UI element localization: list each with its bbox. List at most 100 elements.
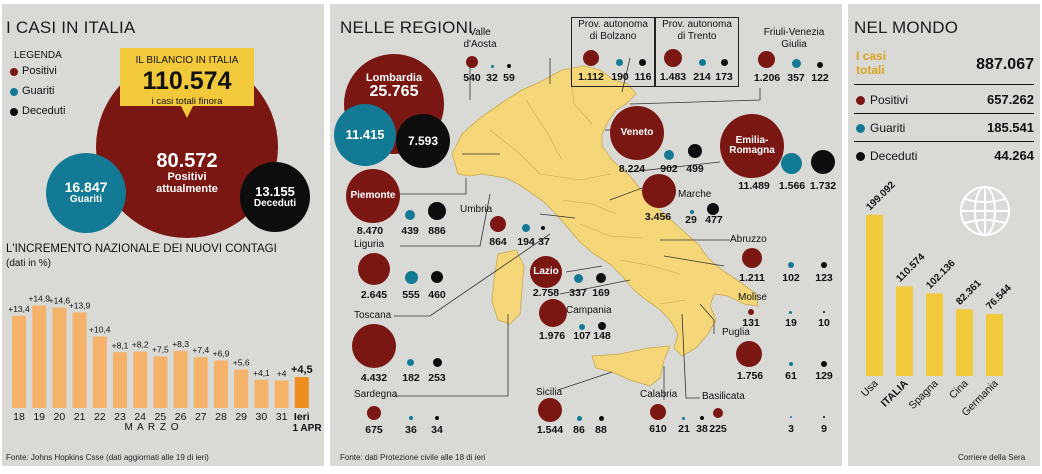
italy-map	[394, 57, 761, 400]
world-positivi-label: Positivi	[870, 93, 909, 107]
border-8	[659, 299, 687, 305]
world-category-label: ITALIA	[879, 377, 911, 409]
border-5	[561, 199, 617, 215]
world-guariti-dot	[856, 124, 865, 133]
border-6	[579, 223, 643, 239]
molise-positivi-dot	[748, 309, 754, 315]
increment-value-label: +4,5	[291, 364, 313, 376]
valle-deceduti-dot	[507, 64, 511, 68]
positivi-value: 80.572	[156, 149, 218, 172]
veneto-positivi-bubble: Veneto	[610, 106, 664, 160]
world-bar	[986, 314, 1003, 376]
campania-positivi: 1.976	[538, 330, 566, 342]
divider-1	[854, 84, 1034, 85]
increment-bar	[274, 380, 289, 408]
toscana-guariti-dot	[407, 359, 414, 366]
liguria-guariti: 555	[402, 289, 420, 301]
marche-guariti-dot	[690, 210, 694, 214]
campania-positivi-dot	[539, 299, 567, 327]
calabria-guariti: 21	[678, 423, 690, 435]
increment-bar	[92, 336, 107, 408]
veneto-guariti: 902	[660, 163, 678, 175]
molise-deceduti: 10	[818, 317, 830, 329]
leader-friuli	[629, 88, 761, 105]
casi-value: 887.067	[976, 56, 1034, 73]
basilicata-name: Basilicata	[702, 391, 745, 402]
friuli-positivi-dot	[758, 51, 775, 68]
bilancio-badge-shape	[120, 48, 254, 118]
trento-box	[655, 17, 739, 87]
world-value-label: 82.361	[954, 278, 984, 308]
bilancio-value: 110.574	[142, 67, 232, 95]
increment-category-label: 30	[256, 411, 268, 423]
lombardia-deceduti: 7.593	[407, 133, 439, 148]
increment-category-label: 26	[175, 411, 187, 423]
increment-value-label: +5,6	[233, 358, 250, 368]
calabria-deceduti: 38	[696, 423, 708, 435]
legend-positivi: Positivi	[22, 65, 57, 77]
marche-guariti: 29	[685, 214, 697, 226]
umbria-name: Umbria	[460, 204, 493, 215]
valle-deceduti: 59	[503, 72, 515, 84]
legend-guariti-dot	[10, 88, 18, 96]
friuli-name-1: Friuli-Venezia	[763, 27, 825, 38]
increment-value-label: +8,3	[172, 339, 189, 349]
campania-guariti: 107	[573, 330, 591, 342]
veneto-guariti-dot	[664, 150, 674, 160]
world-positivi-dot	[856, 96, 865, 105]
basilicata-positivi-dot	[713, 408, 723, 418]
sardegna-positivi-dot	[367, 406, 381, 420]
leader-emilia	[629, 161, 721, 173]
increment-bar-chart: +13,4 18 +14,9 19 +14,6 20 +13,9 21 +10,4 22 +8,1 2…	[8, 294, 313, 423]
lazio-positivi: 2.758	[532, 287, 560, 299]
lombardia-name: Lombardia	[365, 71, 423, 84]
divider-3	[854, 141, 1034, 142]
veneto-positivi: 8.224	[618, 163, 646, 175]
emilia-positivi: 11.489	[738, 180, 770, 192]
sicily	[591, 345, 671, 387]
legend-positivi-dot	[10, 68, 18, 76]
marche-positivi: 3.456	[644, 211, 672, 223]
veneto-name: Veneto	[620, 126, 654, 138]
lombardia-guariti: 11.415	[345, 127, 385, 143]
bolzano-guariti-dot	[616, 59, 623, 66]
emilia-guariti-dot	[781, 153, 802, 174]
abruzzo-guariti: 102	[782, 272, 800, 284]
bolzano-deceduti-dot	[639, 59, 646, 66]
increment-category-label: 21	[74, 411, 86, 423]
piemonte-positivi: 8.470	[356, 225, 384, 237]
legend-deceduti-dot	[10, 108, 18, 116]
liguria-positivi: 2.645	[360, 289, 388, 301]
toscana-deceduti-dot	[433, 358, 442, 367]
leader-molise	[663, 255, 725, 267]
abruzzo-positivi: 1.211	[739, 272, 765, 284]
border-2	[525, 99, 563, 161]
increment-category-label: 20	[54, 411, 66, 423]
bolzano-name-1: Prov. autonoma	[578, 19, 648, 30]
increment-category-label: 19	[33, 411, 45, 423]
puglia-deceduti-dot	[821, 361, 827, 367]
emilia-positivi-bubble: Emilia- Romagna	[720, 114, 784, 178]
friuli-guariti-dot	[792, 59, 801, 68]
world-value-label: 76.544	[984, 282, 1014, 312]
campania-deceduti: 148	[593, 330, 611, 342]
basilicata-deceduti: 9	[821, 423, 827, 435]
increment-bar	[294, 377, 309, 408]
umbria-deceduti-dot	[541, 226, 545, 230]
marche-deceduti: 477	[705, 214, 723, 226]
liguria-guariti-dot	[405, 271, 418, 284]
abruzzo-guariti-dot	[788, 262, 794, 268]
leader-lines	[394, 57, 761, 400]
liguria-name: Liguria	[354, 239, 385, 250]
increment-category-label: 25	[155, 411, 167, 423]
umbria-positivi-dot	[490, 216, 506, 232]
increment-value-label: +4	[277, 369, 287, 379]
leader-liguria	[400, 193, 491, 247]
sardegna-deceduti-dot	[435, 416, 439, 420]
basilicata-positivi: 225	[709, 423, 727, 435]
liguria-deceduti-dot	[431, 271, 443, 283]
toscana-deceduti: 253	[428, 372, 446, 384]
sicilia-deceduti: 88	[595, 424, 607, 436]
increment-category-label: 23	[114, 411, 126, 423]
increment-category-label: 24	[134, 411, 146, 423]
